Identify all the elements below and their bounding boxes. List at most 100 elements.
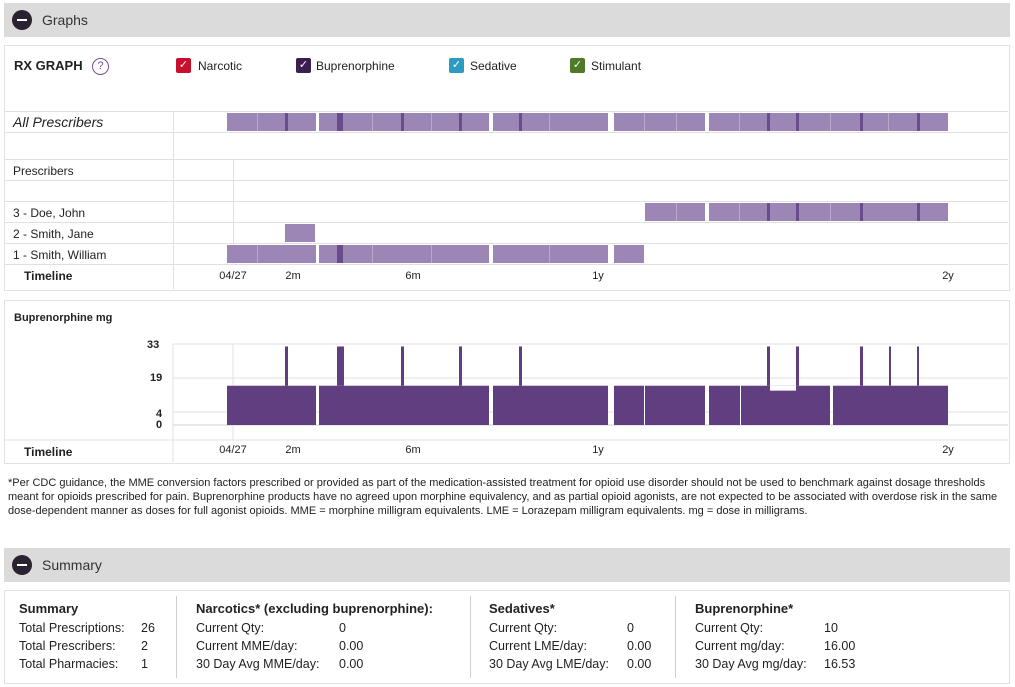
bup-overlap-spike <box>401 346 404 386</box>
rx-bar-separator <box>549 245 550 263</box>
rx-bar-overlap <box>459 113 462 131</box>
timeline-tick: 2y <box>942 444 954 456</box>
summary-value: 10 <box>824 621 838 635</box>
rx-bar-separator <box>644 113 645 131</box>
bup-overlap-spike <box>917 346 919 386</box>
rx-bar-separator <box>549 113 550 131</box>
rx-bar-overlap <box>337 245 343 263</box>
summary-value: 0.00 <box>627 657 652 671</box>
summary-header-title: Summary <box>42 557 102 573</box>
summary-label: Current MME/day: <box>196 639 298 653</box>
rx-bar[interactable] <box>227 245 316 263</box>
bup-area-series <box>227 346 948 425</box>
rx-bar-separator <box>676 113 677 131</box>
rx-bar-separator <box>739 113 740 131</box>
help-icon[interactable]: ? <box>92 58 109 75</box>
timeline-tick: 1y <box>592 270 604 282</box>
bup-overlap-spike <box>860 346 863 386</box>
rx-bar-overlap <box>796 113 799 131</box>
rx-bar-overlap <box>796 203 799 221</box>
bup-dose-segment <box>319 385 489 425</box>
graphs-title: Graphs <box>42 12 88 28</box>
collapse-icon[interactable] <box>12 10 32 30</box>
bup-overlap-spike <box>337 346 344 386</box>
buprenorphine-label: Buprenorphine <box>316 59 395 73</box>
rx-bar-overlap <box>860 113 863 131</box>
rx-bar-separator <box>257 245 258 263</box>
timeline-tick: 2y <box>942 270 954 282</box>
prescriber-row-label[interactable]: 1 - Smith, William <box>13 248 107 262</box>
narcotic-checkbox[interactable]: ✓ <box>176 58 191 73</box>
rx-bar[interactable] <box>285 224 315 242</box>
summary-label: 30 Day Avg LME/day: <box>489 657 609 671</box>
cdc-footnote: *Per CDC guidance, the MME conversion fa… <box>8 477 998 517</box>
y-tick: 19 <box>150 372 163 384</box>
summary-label: Total Prescriptions: <box>19 621 125 635</box>
summary-label: Current Qty: <box>196 621 265 635</box>
rx-bar[interactable] <box>493 245 608 263</box>
rx-bar-overlap <box>519 113 522 131</box>
summary-value: 1 <box>141 657 148 671</box>
timeline-label: Timeline <box>24 269 73 283</box>
rx-bar[interactable] <box>614 113 705 131</box>
summary-col-title: Sedatives* <box>489 601 555 616</box>
prescriber-row-label[interactable]: 2 - Smith, Jane <box>13 227 94 241</box>
grid-line <box>173 111 174 289</box>
stimulant-label: Stimulant <box>591 59 642 73</box>
timeline-tick: 04/27 <box>219 444 247 456</box>
summary-value: 16.00 <box>824 639 856 653</box>
bup-overlap-spike <box>459 346 462 386</box>
rx-bar-overlap <box>337 113 343 131</box>
summary-col-title: Narcotics* (excluding buprenorphine): <box>196 601 433 616</box>
grid-line <box>4 264 1008 265</box>
grid-line <box>4 180 1008 181</box>
summary-value: 2 <box>141 639 148 653</box>
bup-dose-segment <box>741 385 830 425</box>
prescriber-row-label[interactable]: 3 - Doe, John <box>13 206 86 220</box>
summary-divider <box>176 596 177 678</box>
timeline-tick: 6m <box>405 270 421 282</box>
summary-panel <box>4 590 1010 684</box>
rx-bar-separator <box>830 203 831 221</box>
graphs-section-header[interactable]: Graphs <box>4 3 1010 37</box>
bup-chart-title: Buprenorphine mg <box>14 312 113 324</box>
bup-chart-svg <box>4 343 1008 462</box>
rx-bar-separator <box>888 113 889 131</box>
summary-label: Total Pharmacies: <box>19 657 119 671</box>
stimulant-checkbox[interactable]: ✓ <box>570 58 585 73</box>
bup-dose-segment <box>227 385 316 425</box>
collapse-icon[interactable] <box>12 555 32 575</box>
rx-bar[interactable] <box>645 203 705 221</box>
summary-value: 0 <box>627 621 634 635</box>
y-tick: 4 <box>156 408 163 420</box>
sedative-checkbox[interactable]: ✓ <box>449 58 464 73</box>
all-prescribers-label: All Prescribers <box>13 114 104 130</box>
summary-label: Current Qty: <box>695 621 764 635</box>
rx-bar-overlap <box>917 113 920 131</box>
grid-line <box>233 159 234 264</box>
rx-bar[interactable] <box>319 245 489 263</box>
bup-overlap-spike <box>767 346 770 386</box>
bup-overlap-spike <box>285 346 288 386</box>
rx-bar-overlap <box>767 113 770 131</box>
timeline-tick: 2m <box>285 444 301 456</box>
summary-section-header[interactable]: Summary <box>4 548 1010 582</box>
summary-col-title: Summary <box>19 601 79 616</box>
rx-bar[interactable] <box>227 113 316 131</box>
rx-bar[interactable] <box>614 245 644 263</box>
bup-dose-segment <box>833 385 948 425</box>
buprenorphine-checkbox[interactable]: ✓ <box>296 58 311 73</box>
summary-value: 0 <box>339 621 346 635</box>
summary-col-title: Buprenorphine* <box>695 601 794 616</box>
rx-bar-overlap <box>860 203 863 221</box>
bup-chart-panel <box>4 300 1010 464</box>
bup-overlap-spike <box>519 346 522 386</box>
bup-timeline-label: Timeline <box>24 445 73 459</box>
summary-label: Current mg/day: <box>695 639 785 653</box>
prescribers-heading: Prescribers <box>13 164 74 178</box>
rx-bar-overlap <box>767 203 770 221</box>
rx-bar[interactable] <box>319 113 489 131</box>
rx-bar-separator <box>372 113 373 131</box>
timeline-tick: 6m <box>405 444 421 456</box>
grid-line <box>4 243 1008 244</box>
